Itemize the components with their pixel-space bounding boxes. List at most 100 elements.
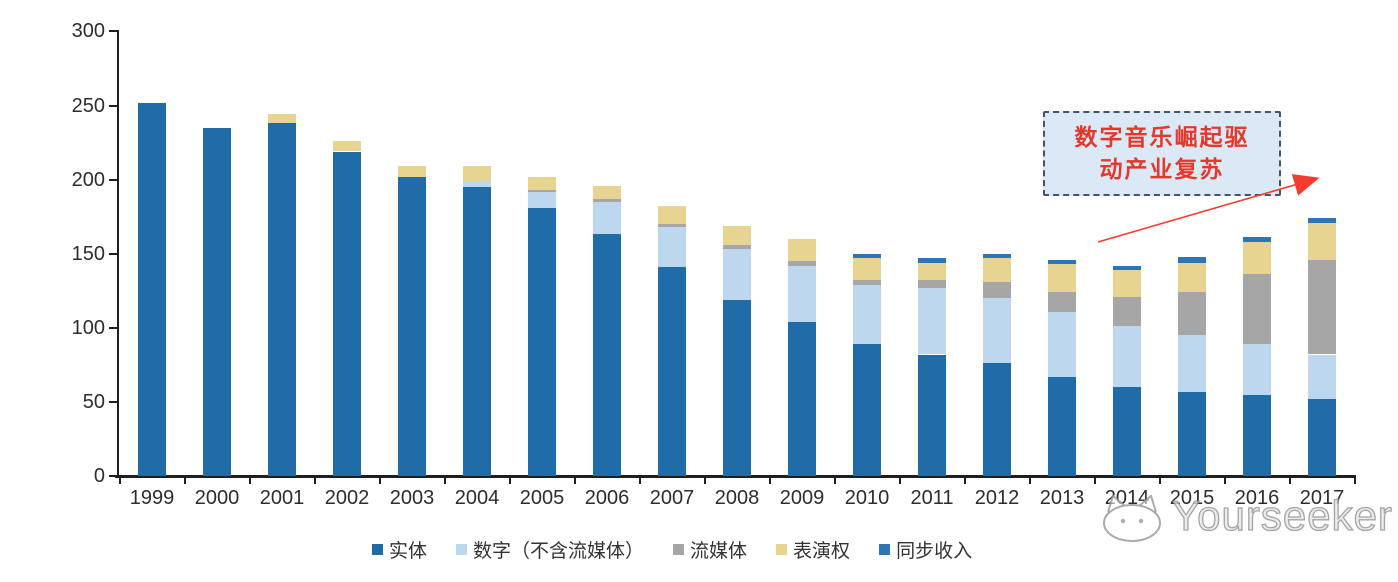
bar-2013-streaming xyxy=(1048,292,1076,312)
bar-2013-performance xyxy=(1048,264,1076,293)
x-tick-mark xyxy=(703,477,706,484)
x-tick-label: 2012 xyxy=(974,487,1020,509)
x-tick-label: 1999 xyxy=(129,487,175,509)
bar-2000-physical xyxy=(203,127,231,476)
legend-label-sync: 同步收入 xyxy=(896,541,973,562)
bar-2003-physical xyxy=(398,176,426,476)
x-tick-label: 2007 xyxy=(649,487,695,509)
watermark: Yourseeker xyxy=(1096,491,1393,544)
x-tick-label: 2011 xyxy=(910,487,954,509)
bar-2009-digital xyxy=(788,265,816,322)
bar-1999-physical xyxy=(138,102,166,476)
bar-2014-sync xyxy=(1113,265,1141,271)
bar-2017-digital xyxy=(1308,354,1336,399)
x-tick-label: 2001 xyxy=(259,487,305,509)
bar-2010-physical xyxy=(853,344,881,476)
bar-2016-performance xyxy=(1243,241,1271,275)
x-tick-label: 2009 xyxy=(779,487,825,509)
y-tick-mark xyxy=(109,178,117,181)
x-tick-mark xyxy=(1223,477,1226,484)
y-tick-mark xyxy=(109,326,117,329)
bar-2009-physical xyxy=(788,321,816,476)
x-tick-mark xyxy=(508,477,511,484)
y-tick-label: 300 xyxy=(71,20,105,43)
x-tick-mark xyxy=(313,477,316,484)
bar-2010-streaming xyxy=(853,280,881,285)
legend-label-digital: 数字（不含流媒体） xyxy=(473,541,645,562)
bar-2013-physical xyxy=(1048,376,1076,476)
bar-2014-streaming xyxy=(1113,296,1141,327)
legend-swatch-performance xyxy=(776,544,788,555)
bar-2009-streaming xyxy=(788,261,816,266)
y-axis xyxy=(117,30,119,477)
bar-2001-physical xyxy=(268,123,296,476)
bar-2005-physical xyxy=(528,207,556,476)
bar-2011-performance xyxy=(918,262,946,281)
x-tick-label: 2004 xyxy=(454,487,500,509)
bar-2004-physical xyxy=(463,187,491,476)
x-tick-mark xyxy=(963,477,966,484)
bar-2012-performance xyxy=(983,258,1011,282)
x-tick-mark xyxy=(378,477,381,484)
x-tick-label: 2015 xyxy=(1169,487,1215,509)
x-tick-mark xyxy=(833,477,836,484)
x-tick-label: 2013 xyxy=(1039,487,1085,509)
bar-2002-physical xyxy=(333,151,361,476)
bar-2015-performance xyxy=(1178,262,1206,293)
bar-2006-performance xyxy=(593,185,621,199)
bar-2008-digital xyxy=(723,249,751,300)
x-tick-label: 2017 xyxy=(1299,487,1345,509)
legend-label-physical: 实体 xyxy=(389,541,428,562)
y-tick-label: 50 xyxy=(82,390,105,413)
bar-2006-streaming xyxy=(593,198,621,202)
x-tick-mark xyxy=(118,477,121,484)
legend-item-performance: 表演权 xyxy=(776,536,850,563)
bar-2005-performance xyxy=(528,176,556,191)
bar-2013-digital xyxy=(1048,311,1076,377)
x-tick-mark xyxy=(1288,477,1291,484)
y-tick-label: 250 xyxy=(71,94,105,117)
bar-2008-streaming xyxy=(723,244,751,250)
bar-2007-streaming xyxy=(658,224,686,228)
legend-swatch-physical xyxy=(372,544,383,555)
bar-2016-digital xyxy=(1243,344,1271,395)
bar-2007-digital xyxy=(658,227,686,268)
bar-2006-digital xyxy=(593,201,621,235)
legend-item-physical: 实体 xyxy=(372,536,427,563)
bar-2004-performance xyxy=(463,166,491,182)
bar-2011-streaming xyxy=(918,280,946,288)
x-tick-mark xyxy=(898,477,901,484)
x-tick-label: 2008 xyxy=(714,487,760,509)
y-tick-mark xyxy=(109,400,117,403)
legend-item-digital: 数字（不含流媒体） xyxy=(456,536,644,563)
bar-2008-performance xyxy=(723,225,751,245)
bar-2004-digital xyxy=(463,181,491,188)
annotation-line1: 数字音乐崛起驱 xyxy=(1074,124,1250,150)
x-tick-mark xyxy=(768,477,771,484)
legend-label-performance: 表演权 xyxy=(793,541,851,562)
y-tick-mark xyxy=(109,104,117,107)
x-axis xyxy=(115,475,1356,478)
y-tick-mark xyxy=(109,30,117,33)
bar-2005-streaming xyxy=(528,190,556,192)
legend-item-sync: 同步收入 xyxy=(879,536,972,563)
legend-swatch-sync xyxy=(879,544,891,555)
x-tick-label: 2006 xyxy=(584,487,630,509)
bar-2015-streaming xyxy=(1178,292,1206,336)
y-tick-label: 100 xyxy=(71,316,105,339)
x-tick-mark xyxy=(1158,477,1161,484)
x-tick-label: 2016 xyxy=(1234,487,1280,509)
bar-2008-physical xyxy=(723,299,751,476)
x-tick-label: 2010 xyxy=(844,487,890,509)
bar-2007-physical xyxy=(658,267,686,476)
bar-2012-digital xyxy=(983,298,1011,364)
bar-2012-physical xyxy=(983,363,1011,476)
bar-2011-sync xyxy=(918,258,946,263)
legend-swatch-digital xyxy=(456,544,468,555)
bar-2003-performance xyxy=(398,166,426,177)
bar-2013-sync xyxy=(1048,259,1076,265)
bar-2014-physical xyxy=(1113,387,1141,476)
bar-2016-physical xyxy=(1243,394,1271,476)
bar-2001-performance xyxy=(268,114,296,124)
bar-2016-sync xyxy=(1243,237,1271,242)
